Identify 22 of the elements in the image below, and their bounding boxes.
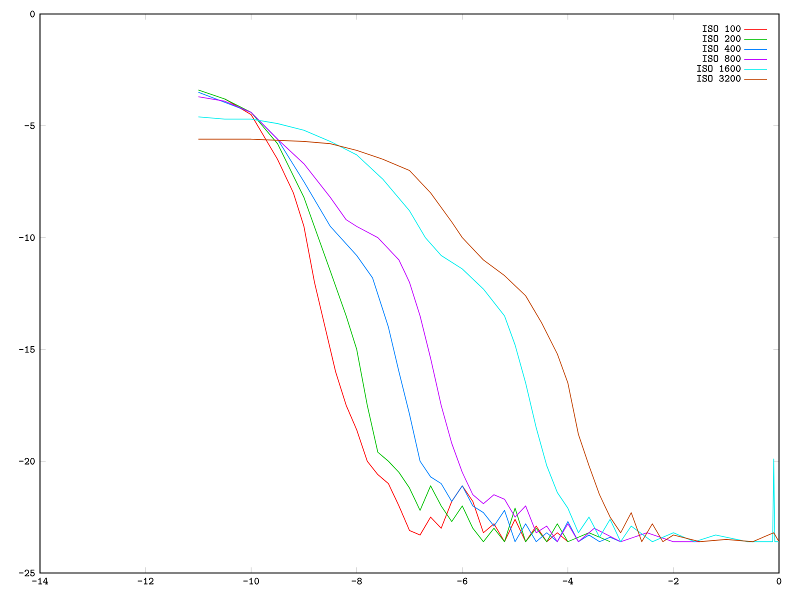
legend-label: ISO 100 xyxy=(702,25,741,32)
x-tick-label: -14 xyxy=(32,578,48,584)
legend-label: ISO 400 xyxy=(702,45,741,52)
x-tick-label: -10 xyxy=(243,578,260,584)
y-tick-label: -5 xyxy=(24,122,35,130)
legend-label: ISO 200 xyxy=(702,35,741,42)
legend-label: ISO 1600 xyxy=(697,65,741,72)
x-tick-label: -12 xyxy=(138,578,154,584)
legend-label: ISO 3200 xyxy=(697,75,741,82)
y-tick-label: -20 xyxy=(19,458,35,465)
x-tick-label: -2 xyxy=(668,578,678,584)
x-tick-label: -8 xyxy=(352,578,362,584)
line-series xyxy=(198,96,700,542)
y-tick-label: -25 xyxy=(19,570,35,576)
x-tick-label: -6 xyxy=(457,578,468,584)
y-tick-label: -15 xyxy=(19,346,35,353)
x-tick-label: 0 xyxy=(776,578,782,584)
line-series xyxy=(224,98,568,542)
y-tick-label: -10 xyxy=(19,234,35,241)
y-tick-label: 0 xyxy=(30,10,35,18)
x-tick-label: -4 xyxy=(562,578,574,584)
legend-label: ISO 800 xyxy=(702,55,741,62)
